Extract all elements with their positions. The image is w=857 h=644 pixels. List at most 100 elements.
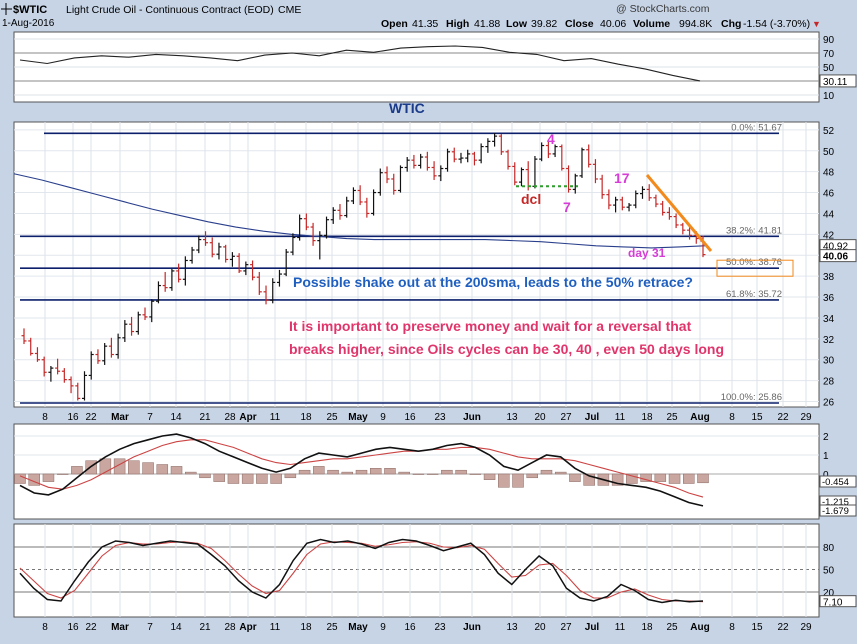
cycle-label-4: 4: [547, 131, 555, 147]
price-bar: [566, 165, 572, 193]
price-bar: [559, 144, 565, 171]
price-bar: [424, 151, 430, 171]
price-bar: [250, 260, 256, 281]
stoch-x-tick-label: 22: [85, 622, 97, 633]
stoch-x-tick-label: 18: [300, 622, 312, 633]
stoch-tick-label: 20: [823, 588, 835, 599]
price-bar: [55, 358, 61, 375]
price-x-tick-label: 8: [42, 412, 48, 423]
price-bar: [88, 351, 94, 380]
price-tick-label: 26: [823, 398, 835, 409]
price-tick-label: 50: [823, 147, 835, 158]
macd-histogram-bar: [512, 473, 524, 488]
price-bar: [276, 269, 282, 287]
macd-histogram-bar: [683, 473, 695, 484]
macd-histogram-bar: [199, 473, 211, 479]
price-x-tick-label: May: [348, 412, 368, 423]
price-x-tick-label: 16: [404, 412, 416, 423]
price-tick-label: 38: [823, 272, 835, 283]
price-x-tick-label: Apr: [239, 412, 256, 423]
price-panel: [13, 121, 820, 408]
exchange-label: CME: [278, 4, 301, 16]
rsi-value-box: [819, 74, 857, 88]
price-tick-label: 48: [823, 168, 835, 179]
high-label: High: [446, 18, 469, 30]
price-bar: [108, 337, 114, 358]
price-x-tick-label: 7: [147, 412, 153, 423]
rsi-tick-label: 50: [823, 63, 835, 74]
macd-histogram-bar: [327, 469, 339, 475]
price-bar: [471, 151, 477, 166]
stoch-value-box: [819, 595, 857, 608]
price-x-tick-label: 11: [615, 412, 626, 423]
sma-value-label: 40.92: [823, 242, 848, 253]
stoch-x-tick-label: 16: [404, 622, 416, 633]
price-bar: [592, 159, 598, 184]
price-bar: [129, 316, 135, 336]
note-line-2: breaks higher, since Oils cycles can be …: [289, 341, 724, 357]
macd-histogram-bar: [369, 468, 382, 475]
price-layer: 0.0%: 51.67 38.2%: 41.81 50.0%: 38.76 61.8%…: [13, 122, 794, 404]
price-bar: [505, 149, 511, 170]
stochastic-layer: [19, 538, 704, 604]
macd-histogram-bar: [142, 462, 154, 475]
price-x-tick-label: Jul: [585, 412, 600, 423]
stoch-x-tick-label: Apr: [239, 622, 256, 633]
price-x-tick-label: 25: [666, 412, 678, 423]
macd-histogram-bar: [569, 473, 581, 482]
price-x-tick-label: 15: [751, 412, 763, 423]
price-x-tick-label: 8: [729, 412, 735, 423]
price-bar: [485, 138, 491, 153]
price-x-tick-label: 16: [67, 412, 79, 423]
stoch-x-tick-label: 27: [560, 622, 572, 633]
price-bar: [196, 235, 202, 254]
price-bar: [599, 174, 605, 199]
price-bar: [229, 252, 235, 267]
macd-histogram-bar: [398, 471, 410, 475]
chart-title: WTIC: [389, 100, 425, 116]
fib-50-highlight-box: [716, 259, 794, 277]
price-bar: [203, 231, 209, 246]
macd-tick-label: 1: [823, 451, 829, 462]
price-bar: [176, 263, 182, 283]
price-bar: [357, 185, 363, 206]
macd-histogram-bar: [426, 473, 439, 475]
price-bar: [660, 200, 666, 216]
price-tick-label: 36: [823, 293, 835, 304]
price-bar: [498, 134, 504, 155]
stoch-x-tick-label: 8: [42, 622, 48, 633]
price-bar: [310, 222, 316, 246]
price-bar: [41, 356, 47, 377]
stoch-tick-label: 50: [823, 566, 835, 577]
macd-histogram-bar: [341, 471, 354, 475]
price-bar: [404, 157, 410, 172]
volume-value: 994.8K: [679, 18, 712, 30]
stoch-x-tick-label: 23: [434, 622, 446, 633]
chg-label: Chg: [721, 18, 741, 30]
price-bar: [223, 244, 229, 263]
macd-histogram-bar: [298, 469, 311, 475]
stoch-x-tick-label: Aug: [690, 622, 709, 633]
macd-histogram-bar: [412, 473, 425, 475]
macd-histogram-bar: [227, 473, 240, 484]
price-bar: [324, 216, 330, 239]
stoch-k-line: [19, 538, 704, 604]
price-tick-label: 32: [823, 335, 835, 346]
price-bar: [182, 256, 188, 286]
stoch-x-tick-label: May: [348, 622, 368, 633]
price-bar: [579, 147, 585, 178]
close-value: 40.06: [600, 18, 626, 30]
price-bar: [48, 366, 54, 382]
stoch-x-tick-label: Jun: [463, 622, 481, 633]
volume-label: Volume: [633, 18, 670, 30]
price-bar: [34, 347, 40, 362]
price-bar: [209, 237, 215, 258]
macd-histogram-bar: [483, 473, 496, 480]
macd-value-box: [819, 475, 857, 488]
price-x-tick-label: 13: [506, 412, 518, 423]
price-bar: [673, 213, 679, 229]
price-x-tick-label: 22: [777, 412, 789, 423]
chart-date: 1-Aug-2016: [2, 18, 55, 29]
price-bar: [492, 133, 498, 147]
price-bar: [155, 281, 161, 304]
